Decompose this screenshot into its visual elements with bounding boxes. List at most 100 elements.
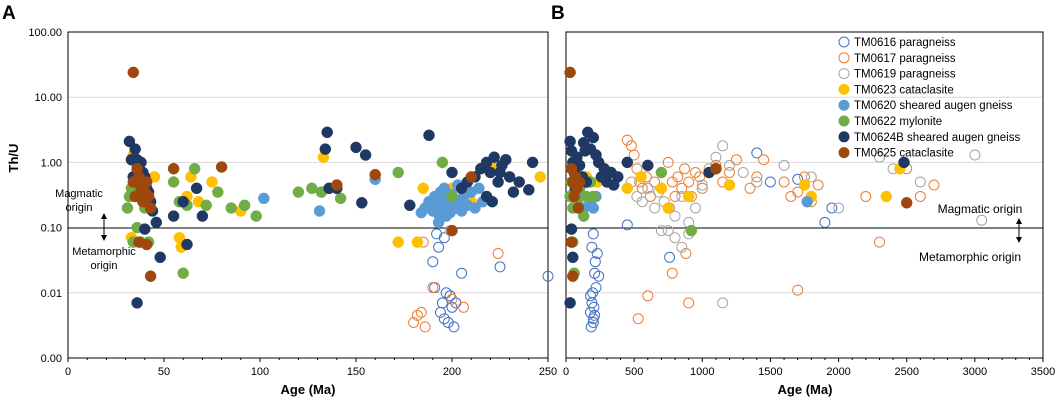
data-point <box>258 192 270 205</box>
data-point <box>225 202 237 214</box>
data-point <box>507 186 520 198</box>
legend-marker <box>838 131 850 143</box>
data-point <box>662 156 674 168</box>
data-point <box>621 134 633 146</box>
legend-item: TM0617 paragneiss <box>838 52 956 65</box>
data-point <box>685 224 698 237</box>
data-point <box>458 301 469 313</box>
a-x-tick-label: 0 <box>65 366 71 378</box>
legend-item: TM0620 sheared augen gneiss <box>838 99 1013 112</box>
data-point <box>826 202 838 214</box>
data-point <box>431 228 443 240</box>
data-point <box>177 267 189 279</box>
data-point <box>880 190 893 203</box>
b-annotation-metamorphic: Metamorphic origin <box>919 250 1021 264</box>
data-point <box>427 256 439 268</box>
data-point <box>631 191 643 202</box>
panel-label-a: A <box>2 3 16 24</box>
data-point <box>683 176 695 188</box>
data-point <box>914 191 926 202</box>
data-point <box>669 210 681 222</box>
data-point <box>666 267 678 279</box>
data-point <box>669 232 681 244</box>
data-point <box>874 151 885 163</box>
data-point <box>778 176 790 188</box>
a-x-tick-label: 250 <box>539 366 557 378</box>
data-point <box>860 191 872 202</box>
data-point <box>321 126 333 139</box>
legend-label: TM0623 cataclasite <box>854 84 954 96</box>
data-point <box>900 197 913 209</box>
data-point <box>121 202 134 214</box>
data-point <box>167 162 180 175</box>
data-point <box>737 167 749 178</box>
data-point <box>456 267 468 279</box>
data-point <box>369 168 381 181</box>
data-point <box>127 66 140 79</box>
data-point <box>764 176 776 188</box>
data-point <box>792 284 804 296</box>
data-point <box>564 297 576 309</box>
data-point <box>212 186 224 198</box>
data-point <box>914 176 926 188</box>
data-point <box>334 192 347 205</box>
data-point <box>448 321 460 333</box>
data-point <box>523 184 535 196</box>
data-point <box>123 135 136 148</box>
data-point <box>682 190 695 203</box>
data-point <box>812 179 824 191</box>
data-point <box>710 162 722 175</box>
legend-item: TM0625 cataclasite <box>838 147 954 160</box>
data-point <box>612 171 624 183</box>
data-point <box>513 176 525 188</box>
panel-label-b: B <box>551 3 565 24</box>
a-annotation-magmatic: Magmatic <box>55 188 103 200</box>
data-point <box>465 171 477 183</box>
data-point <box>976 214 988 226</box>
data-point <box>694 171 706 183</box>
data-point <box>683 297 695 309</box>
data-point <box>144 202 157 214</box>
data-point <box>417 182 429 195</box>
data-point <box>969 149 981 161</box>
data-point <box>392 166 404 179</box>
a-x-tick-label: 150 <box>347 366 365 378</box>
data-point <box>129 143 141 155</box>
data-point <box>423 129 435 142</box>
b-x-tick-label: 0 <box>563 366 569 378</box>
b-x-tick-label: 2500 <box>894 366 918 378</box>
data-point <box>690 167 701 178</box>
data-point <box>564 135 576 148</box>
b-x-tick-label: 500 <box>625 366 643 378</box>
data-point <box>565 236 578 248</box>
data-point <box>696 182 708 194</box>
a-y-tick-label: 100.00 <box>28 27 62 39</box>
data-point <box>331 179 343 191</box>
data-point <box>632 313 644 325</box>
data-point <box>565 223 578 235</box>
data-point <box>655 166 668 179</box>
a-y-tick-label: 10.00 <box>34 92 62 104</box>
data-point <box>586 241 598 253</box>
data-point <box>730 154 742 166</box>
legend-marker <box>838 147 850 159</box>
a-annotation-arrow <box>101 213 107 241</box>
a-y-tick-labels: 0.00 0.01 0.10 1.00 10.00 100.00 <box>28 27 62 365</box>
data-point <box>190 182 203 195</box>
data-point <box>411 236 424 248</box>
legend-marker <box>838 115 850 127</box>
data-point <box>636 196 648 208</box>
data-point <box>792 173 804 185</box>
b-x-tick-labels: 0 500 1000 1500 2000 2500 3000 3500 <box>563 358 1055 378</box>
data-point <box>690 202 701 214</box>
data-point <box>432 216 445 229</box>
data-point <box>758 154 770 166</box>
data-point <box>717 297 729 309</box>
data-point <box>628 149 640 161</box>
data-point <box>585 290 596 302</box>
legend-item: TM0624B sheared augen gneiss <box>838 131 1020 144</box>
data-point <box>564 66 576 79</box>
data-point <box>587 317 599 328</box>
legend-item: TM0622 mylonite <box>838 115 942 128</box>
b-series-tm0625 <box>564 66 913 282</box>
